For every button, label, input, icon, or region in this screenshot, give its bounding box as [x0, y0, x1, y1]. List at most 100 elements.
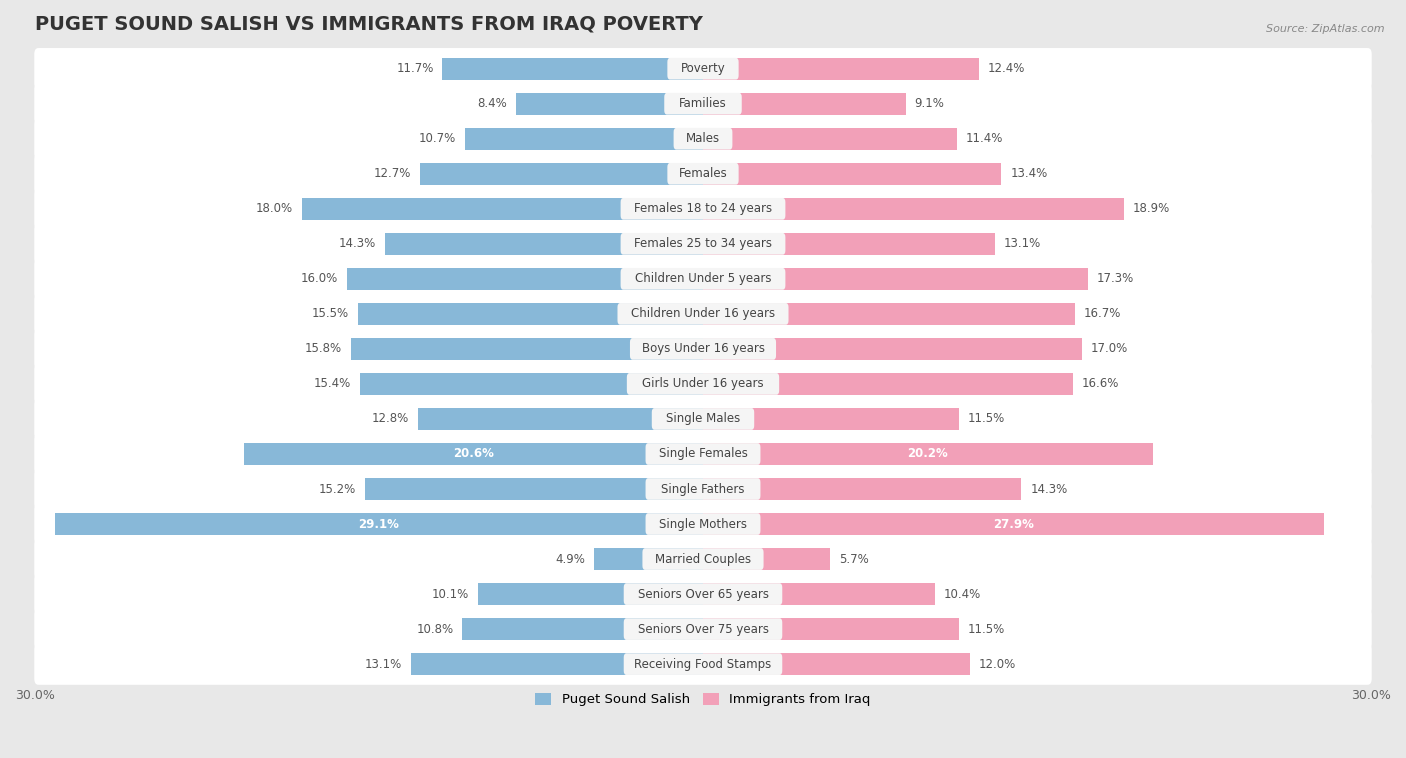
Bar	[302, 198, 703, 220]
FancyBboxPatch shape	[645, 478, 761, 500]
Bar	[703, 93, 905, 114]
Bar	[516, 93, 703, 114]
Text: 11.4%: 11.4%	[966, 132, 1002, 146]
Bar	[703, 373, 1073, 395]
Text: Receiving Food Stamps: Receiving Food Stamps	[634, 658, 772, 671]
FancyBboxPatch shape	[645, 443, 761, 465]
FancyBboxPatch shape	[668, 163, 738, 185]
Bar	[703, 653, 970, 675]
Text: 27.9%: 27.9%	[993, 518, 1033, 531]
Bar	[420, 163, 703, 185]
Text: Children Under 5 years: Children Under 5 years	[634, 272, 772, 285]
Text: 15.2%: 15.2%	[318, 483, 356, 496]
Text: 11.5%: 11.5%	[967, 412, 1005, 425]
FancyBboxPatch shape	[34, 503, 1372, 545]
Text: 12.0%: 12.0%	[979, 658, 1017, 671]
Text: Poverty: Poverty	[681, 62, 725, 75]
Text: 15.5%: 15.5%	[312, 308, 349, 321]
FancyBboxPatch shape	[620, 268, 786, 290]
Bar	[703, 268, 1088, 290]
Bar	[703, 233, 994, 255]
FancyBboxPatch shape	[664, 93, 742, 114]
Text: Families: Families	[679, 97, 727, 110]
Bar	[360, 373, 703, 395]
FancyBboxPatch shape	[34, 538, 1372, 580]
Text: 10.8%: 10.8%	[416, 622, 454, 636]
Bar	[55, 513, 703, 535]
Bar	[703, 443, 1153, 465]
Text: 4.9%: 4.9%	[555, 553, 585, 565]
Bar	[703, 303, 1076, 324]
Text: 5.7%: 5.7%	[839, 553, 869, 565]
FancyBboxPatch shape	[34, 609, 1372, 650]
FancyBboxPatch shape	[624, 653, 782, 675]
Text: 10.4%: 10.4%	[943, 587, 981, 600]
Text: Females 25 to 34 years: Females 25 to 34 years	[634, 237, 772, 250]
Text: 16.6%: 16.6%	[1081, 377, 1119, 390]
Text: 12.4%: 12.4%	[988, 62, 1025, 75]
FancyBboxPatch shape	[34, 644, 1372, 684]
Text: 29.1%: 29.1%	[359, 518, 399, 531]
FancyBboxPatch shape	[34, 328, 1372, 370]
FancyBboxPatch shape	[630, 338, 776, 360]
Text: 12.7%: 12.7%	[374, 168, 412, 180]
FancyBboxPatch shape	[673, 128, 733, 149]
Text: Boys Under 16 years: Boys Under 16 years	[641, 343, 765, 356]
Bar	[703, 58, 979, 80]
Text: 10.1%: 10.1%	[432, 587, 470, 600]
Text: Single Fathers: Single Fathers	[661, 483, 745, 496]
Text: Single Males: Single Males	[666, 412, 740, 425]
Bar	[412, 653, 703, 675]
Text: 15.4%: 15.4%	[314, 377, 352, 390]
Bar	[703, 338, 1081, 360]
Bar	[703, 548, 830, 570]
Text: 12.8%: 12.8%	[371, 412, 409, 425]
FancyBboxPatch shape	[627, 373, 779, 395]
FancyBboxPatch shape	[617, 303, 789, 324]
Legend: Puget Sound Salish, Immigrants from Iraq: Puget Sound Salish, Immigrants from Iraq	[530, 688, 876, 712]
FancyBboxPatch shape	[620, 233, 786, 255]
Bar	[703, 408, 959, 430]
Bar	[703, 478, 1021, 500]
Bar	[703, 163, 1001, 185]
Text: 16.7%: 16.7%	[1084, 308, 1121, 321]
Bar	[465, 128, 703, 149]
Text: 16.0%: 16.0%	[301, 272, 337, 285]
FancyBboxPatch shape	[34, 153, 1372, 195]
Text: 17.3%: 17.3%	[1097, 272, 1135, 285]
FancyBboxPatch shape	[652, 408, 754, 430]
FancyBboxPatch shape	[34, 258, 1372, 299]
FancyBboxPatch shape	[34, 293, 1372, 334]
FancyBboxPatch shape	[643, 548, 763, 570]
FancyBboxPatch shape	[624, 619, 782, 640]
FancyBboxPatch shape	[34, 363, 1372, 405]
FancyBboxPatch shape	[624, 583, 782, 605]
Text: Source: ZipAtlas.com: Source: ZipAtlas.com	[1267, 24, 1385, 34]
Bar	[364, 478, 703, 500]
Text: 13.1%: 13.1%	[1004, 237, 1040, 250]
FancyBboxPatch shape	[668, 58, 738, 80]
Text: 13.4%: 13.4%	[1011, 168, 1047, 180]
Bar	[593, 548, 703, 570]
FancyBboxPatch shape	[645, 513, 761, 535]
Text: Married Couples: Married Couples	[655, 553, 751, 565]
FancyBboxPatch shape	[34, 398, 1372, 440]
FancyBboxPatch shape	[620, 198, 786, 220]
Text: 17.0%: 17.0%	[1091, 343, 1128, 356]
Text: 20.2%: 20.2%	[907, 447, 948, 460]
Text: Single Females: Single Females	[658, 447, 748, 460]
Bar	[703, 583, 935, 605]
Text: Seniors Over 65 years: Seniors Over 65 years	[637, 587, 769, 600]
Text: Females: Females	[679, 168, 727, 180]
FancyBboxPatch shape	[34, 468, 1372, 509]
Text: 11.5%: 11.5%	[967, 622, 1005, 636]
FancyBboxPatch shape	[34, 83, 1372, 124]
Text: Seniors Over 75 years: Seniors Over 75 years	[637, 622, 769, 636]
Text: 18.9%: 18.9%	[1133, 202, 1170, 215]
FancyBboxPatch shape	[34, 118, 1372, 159]
Text: Girls Under 16 years: Girls Under 16 years	[643, 377, 763, 390]
Bar	[703, 198, 1123, 220]
Bar	[703, 128, 957, 149]
Bar	[463, 619, 703, 640]
Bar	[418, 408, 703, 430]
